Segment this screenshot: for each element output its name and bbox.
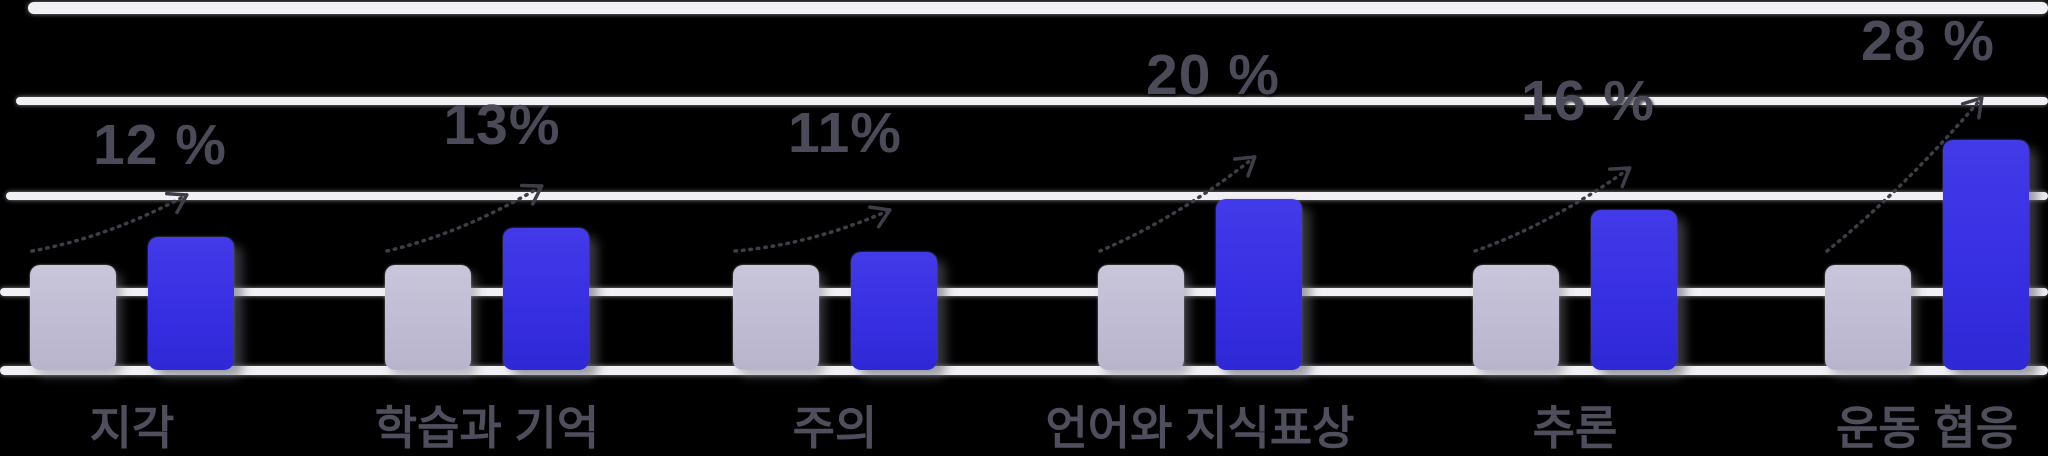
increase-arrowhead-icon <box>876 208 892 229</box>
increase-arrowhead-icon <box>530 184 544 206</box>
percent-label: 13% <box>443 93 561 157</box>
increase-arrow-icon <box>1473 166 1632 253</box>
increase-arrowhead-icon <box>868 205 892 212</box>
improved-bar <box>851 252 937 370</box>
increase-arrow-icon <box>30 193 189 253</box>
improved-bar <box>1943 140 2029 370</box>
baseline-bar <box>733 265 819 370</box>
gridline <box>6 192 2048 200</box>
increase-arrow-icon <box>385 184 544 253</box>
baseline-bar <box>385 265 471 370</box>
increase-arrow-icon <box>1825 96 1984 253</box>
improved-bar <box>503 228 589 370</box>
percent-label: 12 % <box>93 113 227 177</box>
baseline-bar <box>1825 265 1911 370</box>
percent-label: 16 % <box>1521 69 1655 133</box>
increase-arrowhead-icon <box>1246 155 1257 178</box>
category-label: 추론 <box>1532 402 1618 454</box>
improved-bar <box>1216 199 1302 370</box>
category-label: 언어와 지식표상 <box>1045 402 1355 454</box>
category-label: 운동 협응 <box>1835 402 2019 454</box>
increase-arrowhead-icon <box>1960 96 1984 106</box>
category-label: 주의 <box>792 402 878 454</box>
increase-arrowhead-icon <box>1233 155 1257 161</box>
percent-label: 28 % <box>1861 9 1995 73</box>
gridline <box>0 366 2048 375</box>
gridline <box>16 97 2048 105</box>
category-label: 학습과 기억 <box>374 402 600 454</box>
increase-arrow-icon <box>733 208 892 253</box>
baseline-bar <box>1473 265 1559 370</box>
improved-bar <box>1591 210 1677 370</box>
increase-arrowhead-icon <box>175 193 189 215</box>
increase-arrowhead-icon <box>164 191 189 197</box>
percent-label: 20 % <box>1146 43 1280 107</box>
gridline <box>0 288 2048 296</box>
category-label: 지각 <box>89 402 175 454</box>
percent-label: 11% <box>788 101 902 165</box>
increase-arrowhead-icon <box>1977 96 1984 120</box>
baseline-bar <box>30 265 116 370</box>
improved-bar <box>148 237 234 370</box>
increase-arrow-icon <box>1098 155 1257 253</box>
gridline <box>28 2 2048 14</box>
baseline-bar <box>1098 265 1184 370</box>
increase-arrowhead-icon <box>1620 166 1632 189</box>
increase-arrowhead-icon <box>1607 166 1632 171</box>
